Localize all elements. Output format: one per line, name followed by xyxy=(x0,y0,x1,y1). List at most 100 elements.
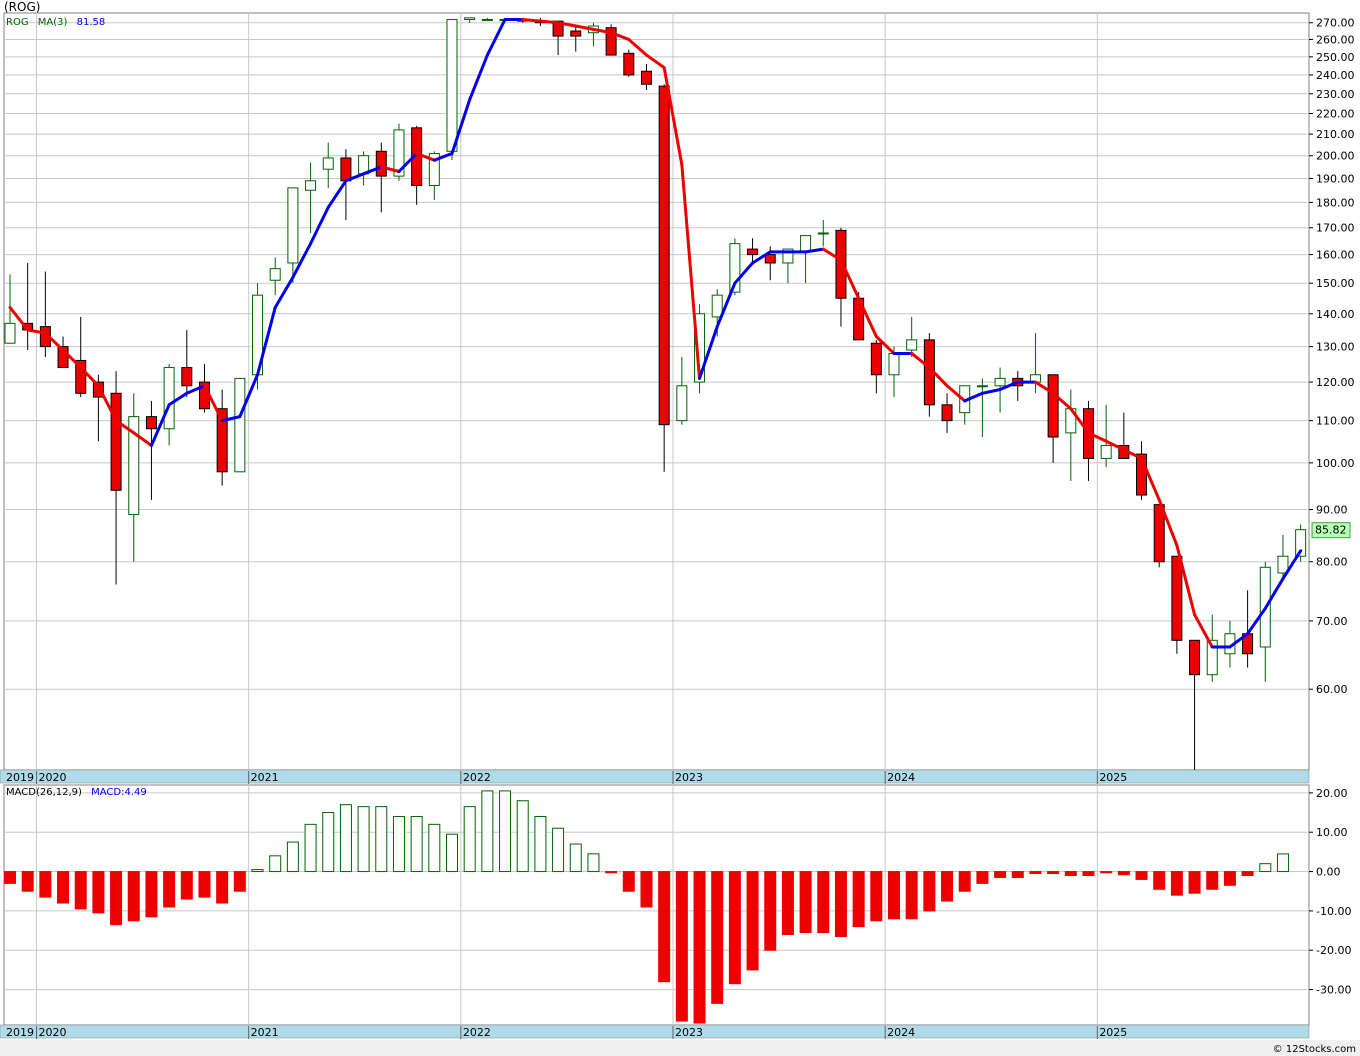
candle-down xyxy=(145,416,157,430)
candle-up xyxy=(287,187,299,264)
macd-bar-negative xyxy=(640,871,653,908)
ma-segment xyxy=(698,325,719,380)
ma-segment xyxy=(609,31,631,41)
ma-segment xyxy=(397,152,419,174)
price-tick-label: 180.00 xyxy=(1316,196,1355,209)
macd-bar-negative xyxy=(994,871,1007,878)
ma-segment xyxy=(680,163,702,380)
macd-bar-positive xyxy=(499,790,512,873)
ma-segment xyxy=(733,261,755,285)
moving-average-line xyxy=(8,17,1303,649)
macd-bar-negative xyxy=(1117,871,1130,876)
macd-bar-negative xyxy=(21,871,34,892)
ma-segment xyxy=(202,384,224,423)
price-tick-label: 250.00 xyxy=(1316,51,1355,64)
ma-segment xyxy=(61,348,83,370)
year-label: 2022 xyxy=(463,1026,491,1039)
macd-bar-positive xyxy=(428,823,441,873)
candle-down xyxy=(658,85,670,426)
last-price-box xyxy=(1311,522,1351,539)
macd-bar-negative xyxy=(1135,871,1148,880)
ma-segment xyxy=(963,391,984,403)
macd-bar-negative xyxy=(110,871,123,926)
candle-down xyxy=(941,404,953,422)
macd-bar-negative xyxy=(976,871,989,884)
candle-up xyxy=(269,268,281,281)
candle-down xyxy=(640,70,652,85)
candle-down xyxy=(1189,639,1201,676)
year-label: 2020 xyxy=(39,771,67,784)
ma-segment xyxy=(591,27,613,35)
macd-tick-label: -10.00 xyxy=(1316,905,1351,918)
macd-bar-positive xyxy=(569,843,582,873)
price-date-axis xyxy=(0,769,1310,784)
macd-panel-frame xyxy=(3,784,1310,1026)
candle-down xyxy=(1171,555,1183,641)
candle-up xyxy=(994,377,1006,387)
macd-bar-negative xyxy=(1153,871,1166,890)
price-tick-label: 140.00 xyxy=(1316,308,1355,321)
legend-ma-label: MA(3) xyxy=(38,17,68,28)
candle-up xyxy=(694,313,706,383)
macd-bar-positive xyxy=(322,812,335,873)
macd-bar-positive xyxy=(534,815,547,873)
macd-bar-negative xyxy=(127,871,140,922)
macd-bar-negative xyxy=(605,871,618,874)
ma-segment xyxy=(273,275,295,309)
ma-segment xyxy=(945,384,967,403)
ma-segment xyxy=(1193,613,1214,649)
ma-segment xyxy=(927,366,949,388)
ma-segment xyxy=(344,172,366,183)
footer-band xyxy=(0,1040,1360,1056)
candle-down xyxy=(92,381,104,398)
macd-bar-negative xyxy=(1047,871,1060,875)
price-tick-label: 160.00 xyxy=(1316,249,1355,262)
candle-up xyxy=(800,235,812,253)
price-tick-label: 240.00 xyxy=(1316,69,1355,82)
ma-segment xyxy=(238,373,260,419)
candle-up xyxy=(4,322,16,344)
ma-segment xyxy=(220,415,242,423)
macd-bar-negative xyxy=(675,871,688,1022)
ma-segment xyxy=(821,247,843,262)
macd-bar-negative xyxy=(1188,871,1201,894)
macd-bar-negative xyxy=(923,871,936,912)
ma-segment xyxy=(1157,498,1179,547)
year-label: 2019 xyxy=(6,771,34,784)
ma-segment xyxy=(1069,407,1090,435)
ma-segment xyxy=(1104,439,1126,452)
ma-segment xyxy=(379,165,401,174)
candle-down xyxy=(216,408,228,473)
price-year-labels: 2019 2020 2021 2022 2023 2024 2025 xyxy=(6,771,1127,784)
macd-bar-negative xyxy=(233,871,246,892)
macd-bar-negative xyxy=(852,871,865,928)
price-tick-label: 60.00 xyxy=(1316,683,1348,696)
candle-down xyxy=(375,150,387,177)
year-label: 2024 xyxy=(887,771,915,784)
ma-segment xyxy=(415,152,436,162)
ma-segment xyxy=(662,66,684,167)
legend-ma-value: 81.58 xyxy=(77,17,106,28)
macd-bar-negative xyxy=(216,871,229,904)
candle-up xyxy=(1206,639,1218,676)
year-label: 2022 xyxy=(463,771,491,784)
macd-bar-negative xyxy=(834,871,847,937)
price-y-axis: 60.00 70.00 80.00 90.00 100.00 110.00 120.00 13… xyxy=(1309,17,1355,696)
macd-bar-negative xyxy=(1170,871,1183,896)
ma-segment xyxy=(1033,380,1055,395)
ma-segment xyxy=(556,21,578,28)
candle-up xyxy=(464,17,476,20)
ma-segment xyxy=(309,205,330,246)
macd-bar-negative xyxy=(57,871,70,904)
candle-down xyxy=(764,254,776,264)
macd-date-axis xyxy=(0,1024,1310,1039)
ma-segment xyxy=(1246,606,1267,636)
ma-segment xyxy=(998,380,1020,392)
year-label: 2023 xyxy=(675,1026,703,1039)
price-tick-label: 150.00 xyxy=(1316,277,1355,290)
macd-bar-negative xyxy=(817,871,830,934)
macd-bar-negative xyxy=(799,871,812,934)
ma-segment xyxy=(1263,577,1285,610)
candle-down xyxy=(110,392,122,491)
